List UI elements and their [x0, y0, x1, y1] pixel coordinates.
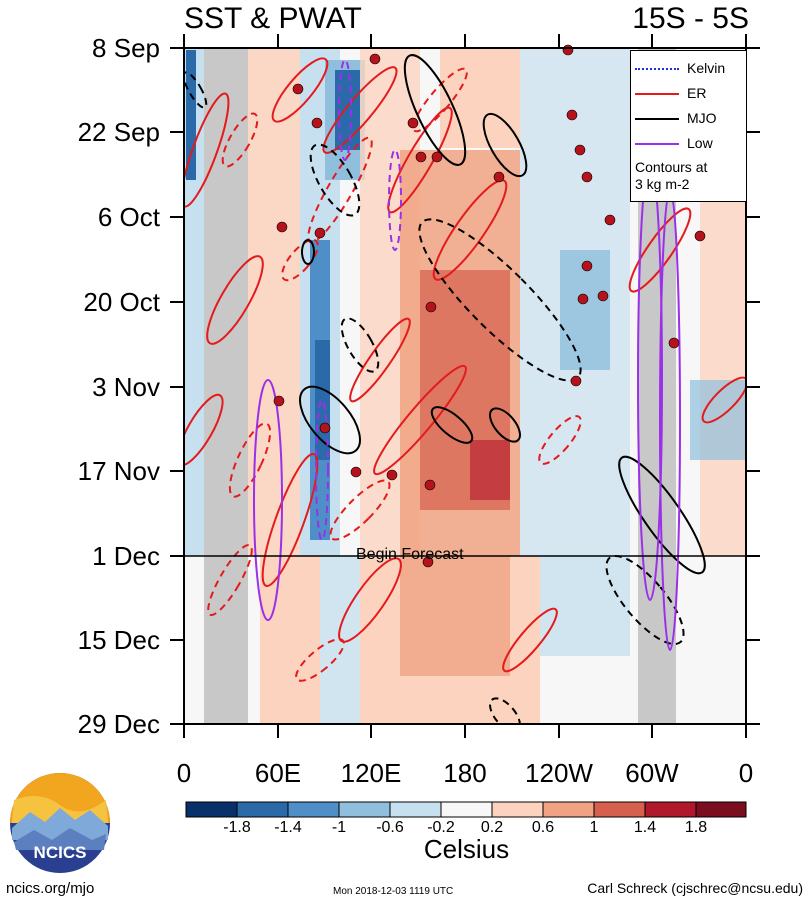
- colorbar-bin: [185, 801, 238, 818]
- colorbar-bin: [389, 801, 442, 818]
- y-tick-label: 6 Oct: [97, 202, 160, 232]
- y-tick-label: 1 Dec: [92, 541, 160, 571]
- tc-marker: [581, 260, 593, 272]
- tc-marker: [311, 117, 323, 129]
- colorbar-tick-label: 1: [589, 819, 599, 836]
- tc-marker: [386, 469, 398, 481]
- legend-swatch: [635, 118, 679, 120]
- region-label: 15S - 5S: [632, 2, 749, 35]
- colorbar-tick-label: -1.4: [274, 819, 302, 836]
- x-tick-label: 60E: [254, 758, 302, 788]
- colorbar-title: Celsius: [423, 834, 510, 864]
- legend-entry-er: ER: [635, 84, 743, 102]
- land-mask-africa: [204, 48, 248, 724]
- tc-marker: [319, 422, 331, 434]
- colorbar-tick-label: -0.2: [427, 819, 455, 836]
- footer-author: Carl Schreck (cjschrec@ncsu.edu): [587, 880, 803, 896]
- tropical-cyclone-markers: [273, 44, 706, 568]
- legend-note-line: 3 kg m-2: [635, 176, 690, 192]
- er-negative-contours: [207, 67, 582, 682]
- colorbar-bin: [593, 801, 646, 818]
- colorbar-tick-label: -1.8: [223, 819, 251, 836]
- tc-marker: [407, 117, 419, 129]
- logo-text: NCICS: [33, 843, 87, 862]
- er-contours: [184, 57, 746, 673]
- chart-title: SST & PWAT: [184, 2, 362, 35]
- colorbar-bin: [236, 801, 289, 818]
- tc-marker: [566, 109, 578, 121]
- tc-marker: [350, 466, 362, 478]
- y-tick-label: 29 Dec: [77, 709, 160, 739]
- tc-marker: [604, 214, 616, 226]
- tc-marker: [415, 151, 427, 163]
- tc-marker: [292, 83, 304, 95]
- legend-note: Contours at 3 kg m-2: [635, 159, 707, 193]
- y-tick-label: 15 Dec: [77, 625, 160, 655]
- tc-marker: [273, 395, 285, 407]
- tc-marker: [597, 290, 609, 302]
- legend-note-line: Contours at: [635, 159, 708, 175]
- x-tick-label: 120E: [340, 758, 402, 788]
- colorbar: [185, 801, 747, 818]
- footer-url: ncics.org/mjo: [6, 880, 95, 897]
- y-tick-label: 20 Oct: [83, 287, 160, 317]
- y-tick-label: 22 Sep: [77, 117, 160, 147]
- x-tick-label: 120W: [525, 758, 593, 788]
- x-ticks: [183, 34, 747, 738]
- colorbar-tick-label: 1.4: [633, 819, 657, 836]
- y-tick-label: 17 Nov: [77, 456, 160, 486]
- tc-marker: [668, 337, 680, 349]
- tc-marker: [581, 171, 593, 183]
- low-negative-contours: [315, 59, 402, 541]
- colorbar-tick-label: -0.6: [376, 819, 404, 836]
- colorbar-bin: [644, 801, 697, 818]
- colorbar-tick-label: 1.8: [684, 819, 708, 836]
- legend-entry-low: Low: [635, 134, 743, 152]
- colorbar-bin: [695, 801, 747, 818]
- colorbar-bin: [287, 801, 340, 818]
- legend: Kelvin ER MJO Low Contours at 3 kg m-2: [630, 50, 747, 202]
- colorbar-tick-label: -1: [331, 819, 347, 836]
- ncics-logo: [10, 773, 110, 873]
- colorbar-tick-label: 0.2: [480, 819, 504, 836]
- x-tick-label: 0: [176, 758, 192, 788]
- x-tick-label: 180: [443, 758, 487, 788]
- legend-label: Kelvin: [687, 60, 726, 76]
- mjo-contours: [299, 54, 706, 575]
- y-tick-label: 3 Nov: [92, 372, 160, 402]
- x-tick-label: 0: [738, 758, 754, 788]
- x-tick-label: 60W: [625, 758, 679, 788]
- footer-timestamp: Mon 2018-12-03 1119 UTC: [333, 886, 454, 897]
- tc-marker: [276, 221, 288, 233]
- tc-marker: [493, 171, 505, 183]
- tc-marker: [314, 227, 326, 239]
- legend-label: MJO: [687, 110, 717, 126]
- legend-label: ER: [687, 85, 707, 101]
- forecast-label: Begin Forecast: [356, 546, 464, 563]
- legend-entry-mjo: MJO: [635, 109, 743, 127]
- y-ticks: [170, 47, 760, 725]
- tc-marker: [431, 151, 443, 163]
- legend-swatch: [635, 68, 679, 70]
- tc-marker: [574, 144, 586, 156]
- legend-swatch: [635, 93, 679, 95]
- legend-swatch: [635, 143, 679, 145]
- tc-marker: [425, 301, 437, 313]
- tc-marker: [562, 44, 574, 56]
- legend-label: Low: [687, 135, 713, 151]
- legend-entry-kelvin: Kelvin: [635, 59, 743, 77]
- colorbar-bin: [338, 801, 391, 818]
- y-tick-label: 8 Sep: [92, 33, 160, 63]
- tc-marker: [694, 230, 706, 242]
- colorbar-bin: [542, 801, 595, 818]
- tc-marker: [570, 375, 582, 387]
- colorbar-bin: [440, 801, 493, 818]
- tc-marker: [422, 556, 434, 568]
- colorbar-tick-label: 0.6: [531, 819, 555, 836]
- colorbar-bin: [491, 801, 544, 818]
- tc-marker: [577, 293, 589, 305]
- tc-marker: [369, 53, 381, 65]
- tc-marker: [424, 479, 436, 491]
